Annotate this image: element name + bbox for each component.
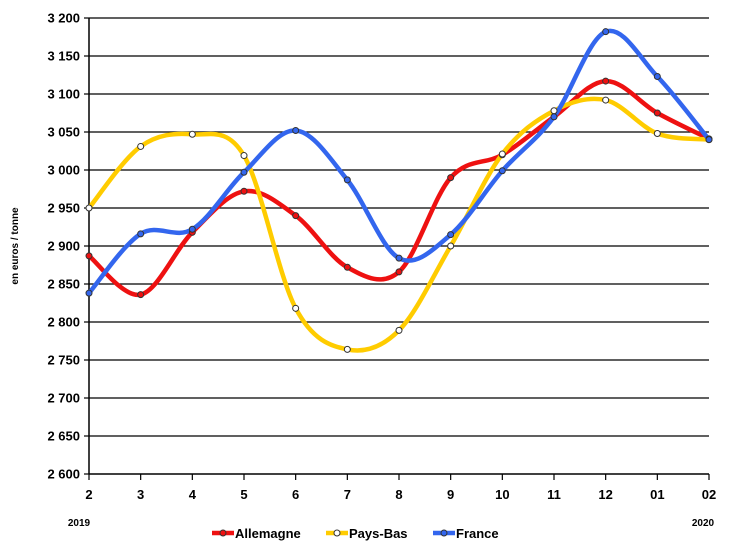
data-point-france [292,126,300,134]
x-tick-label: 6 [292,487,299,502]
x-tick-label: 9 [447,487,454,502]
data-point-allemagne [602,77,610,85]
data-point-allemagne [653,109,661,117]
data-point-france [705,136,713,144]
data-point-pays-bas [447,242,455,250]
legend: Allemagne Pays-Bas France [212,526,499,541]
x-tick-label: 5 [240,487,247,502]
legend-marker-allemagne [219,529,227,537]
y-tick-label: 2 800 [47,315,80,330]
x-tick-label: 02 [702,487,716,502]
data-point-allemagne [85,252,93,260]
x-tick-label: 11 [547,487,561,502]
data-point-france [498,167,506,175]
data-point-pays-bas [188,130,196,138]
gridlines [89,17,709,437]
x-axis-ticks: 2 3 4 5 6 7 8 9 10 11 12 01 02 [85,474,716,502]
data-point-pays-bas [498,150,506,158]
y-tick-label: 2 950 [47,201,80,216]
series-line-france [86,28,712,296]
legend-label-allemagne: Allemagne [235,526,301,541]
y-tick-label: 2 900 [47,239,80,254]
x-tick-label: 12 [598,487,612,502]
data-point-pays-bas [240,152,248,160]
year-label-start: 2019 [68,518,91,529]
data-point-pays-bas [292,304,300,312]
y-axis-label: en euros / tonne [10,207,21,285]
year-label-end: 2020 [692,518,715,529]
series-markers [85,28,713,353]
data-point-france [447,231,455,239]
data-point-france [188,225,196,233]
data-point-pays-bas [653,130,661,138]
x-tick-label: 01 [650,487,664,502]
data-point-france [550,113,558,121]
data-point-france [602,28,610,36]
y-tick-label: 2 850 [47,277,80,292]
legend-label-pays-bas: Pays-Bas [349,526,408,541]
y-axis-ticks: 2 600 2 650 2 700 2 750 2 800 2 850 2 900 2 950… [47,11,89,482]
data-point-france [137,230,145,238]
legend-marker-pays-bas [333,529,341,537]
y-tick-label: 3 150 [47,49,80,64]
data-point-france [240,168,248,176]
y-tick-label: 2 750 [47,353,80,368]
data-point-france [85,289,93,297]
y-tick-label: 2 600 [47,467,80,482]
data-point-allemagne [343,263,351,271]
x-tick-label: 2 [85,487,92,502]
data-point-pays-bas [85,204,93,212]
data-point-allemagne [240,187,248,195]
y-tick-label: 3 100 [47,87,80,102]
data-point-pays-bas [137,142,145,150]
y-tick-label: 3 200 [47,11,80,26]
data-point-pays-bas [602,96,610,104]
x-tick-label: 3 [137,487,144,502]
y-tick-label: 3 050 [47,125,80,140]
y-tick-label: 2 650 [47,429,80,444]
data-point-france [395,254,403,262]
data-point-allemagne [395,268,403,276]
legend-label-france: France [456,526,499,541]
series-line-pays-bas [86,96,712,353]
y-tick-label: 2 700 [47,391,80,406]
data-point-allemagne [447,174,455,182]
data-point-allemagne [137,291,145,299]
y-tick-label: 3 000 [47,163,80,178]
x-tick-label: 4 [189,487,197,502]
series-lines [86,28,712,353]
x-tick-label: 10 [495,487,509,502]
data-point-pays-bas [343,345,351,353]
data-point-pays-bas [550,107,558,115]
series-line-allemagne [86,78,712,297]
x-tick-label: 8 [395,487,402,502]
data-point-france [343,176,351,184]
data-point-france [653,73,661,81]
x-tick-label: 7 [344,487,351,502]
legend-marker-france [440,529,448,537]
data-point-allemagne [292,212,300,220]
data-point-pays-bas [395,326,403,334]
